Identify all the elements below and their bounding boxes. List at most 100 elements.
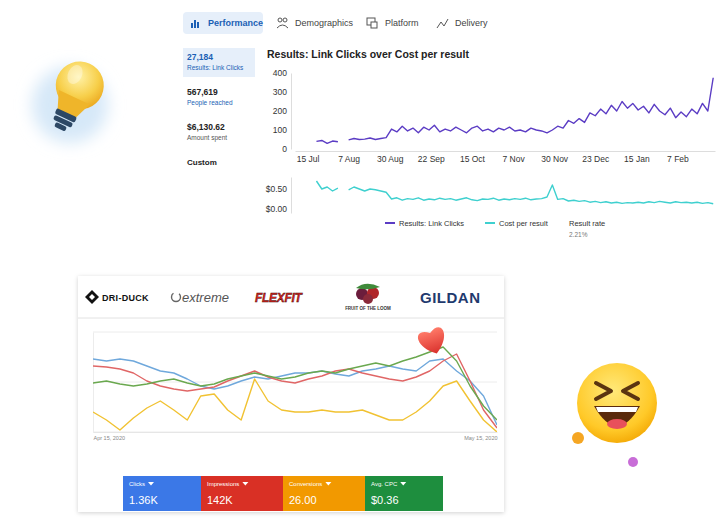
brand-name: FRUIT OF THE LOOM — [345, 306, 391, 311]
bulb — [38, 54, 112, 140]
plot-area — [316, 181, 713, 204]
leaf — [356, 284, 380, 290]
heart-icon — [416, 326, 449, 358]
series-line — [316, 78, 713, 144]
emoji-eye — [623, 383, 638, 399]
legend-swatch — [385, 222, 395, 224]
tick-label: $0.50 — [266, 184, 288, 194]
axis-line — [291, 178, 292, 214]
tick-label: 100 — [273, 125, 287, 135]
laughing-emoji — [577, 363, 657, 443]
tab-icon — [278, 18, 282, 22]
brand-name: GILDAN — [420, 289, 481, 306]
tick: 15 Jul — [297, 151, 320, 164]
kpi-value[interactable]: 26.00 — [289, 494, 317, 506]
bulb-highlight — [64, 62, 85, 86]
series-line — [316, 181, 713, 204]
kpi-value[interactable]: 1.36K — [129, 494, 158, 506]
legend: Results: Link ClicksCost per resultResul… — [385, 219, 605, 238]
axis: 0 100 200 300 400 — [273, 68, 292, 154]
tab-active-bg[interactable] — [183, 12, 263, 34]
custom-button[interactable]: Custom — [187, 158, 217, 167]
tick: 23 Dec — [582, 151, 610, 164]
series-line — [93, 359, 497, 425]
kpi-label[interactable]: Conversions — [289, 481, 322, 487]
decor-dot — [572, 432, 584, 444]
series-line — [93, 379, 497, 432]
tick-label: 30 Aug — [377, 154, 404, 164]
metric-selected-bg[interactable] — [183, 48, 255, 77]
kpi-tile[interactable] — [283, 476, 365, 511]
tick-label: 200 — [273, 106, 287, 116]
kpi-value[interactable]: $0.36 — [371, 494, 399, 506]
kpi-tile[interactable] — [123, 476, 201, 511]
tick: 7 Nov — [502, 151, 525, 164]
kpi-tile[interactable] — [365, 476, 443, 511]
metric-value[interactable]: $6,130.62 — [187, 122, 225, 132]
tab-label[interactable]: Platform — [385, 18, 419, 28]
tick: 7 Feb — [667, 151, 689, 164]
tab-icon — [194, 20, 196, 28]
tabs: Performance Demographics Platform Delivery — [183, 12, 488, 34]
tick: 100 — [273, 125, 291, 135]
tick-label: 7 Aug — [338, 154, 360, 164]
tick-label: Apr 15, 2020 — [94, 435, 126, 441]
annotation: 2.21% — [569, 231, 588, 238]
brand-logo — [356, 284, 380, 304]
tick: 30 Nov — [541, 151, 569, 164]
tick-label: 15 Jul — [297, 154, 320, 164]
dropdown-arrow — [325, 482, 331, 486]
chart-title: Results: Link Clicks over Cost per resul… — [267, 48, 469, 60]
dropdown-arrow — [400, 482, 406, 486]
tick-label: 7 Feb — [667, 154, 689, 164]
metric-value[interactable]: 27,184 — [187, 52, 213, 62]
tick: 15 Jan — [624, 151, 650, 164]
tab-label[interactable]: Demographics — [295, 18, 354, 28]
sidebar: 27,184 Results: Link Clicks 567,619 People … — [183, 48, 255, 167]
kpi-label[interactable]: Clicks — [129, 481, 145, 487]
axis-line — [296, 151, 716, 152]
tick: Apr 15, 2020 — [94, 432, 126, 441]
series-line — [93, 354, 497, 428]
kpi-label[interactable]: Avg. CPC — [371, 481, 398, 487]
legend-label: Cost per result — [499, 219, 549, 228]
metric-value[interactable]: 567,619 — [187, 87, 218, 97]
emoji-face — [577, 363, 657, 443]
tick-label: 15 Jan — [624, 154, 650, 164]
tick-label: 22 Sep — [418, 154, 445, 164]
tick: May 15, 2020 — [464, 432, 497, 441]
metric-label[interactable]: People reached — [187, 99, 233, 107]
tab-icon — [437, 19, 448, 28]
heart — [416, 326, 449, 358]
metric-label[interactable]: Results: Link Clicks — [187, 64, 244, 71]
background — [0, 0, 721, 518]
tick: 7 Aug — [338, 151, 360, 164]
tick-label: 15 Oct — [460, 154, 486, 164]
tick-label: 400 — [273, 68, 287, 78]
tab-label[interactable]: Delivery — [455, 18, 488, 28]
tick: 300 — [273, 87, 291, 97]
page: Performance Demographics Platform Delivery 2… — [0, 0, 721, 518]
emoji-teeth — [596, 407, 638, 412]
legend-swatch — [485, 222, 495, 224]
tick: 0 — [282, 144, 291, 154]
tick-label: $0.00 — [266, 204, 288, 214]
decor-dot — [628, 457, 638, 467]
tick-label: 7 Nov — [502, 154, 525, 164]
kpi-tile[interactable] — [201, 476, 283, 511]
plot-area — [316, 78, 713, 144]
tab-icon — [197, 22, 199, 28]
legend-label: Results: Link Clicks — [399, 219, 464, 228]
panel-bg — [78, 276, 504, 512]
tick: 22 Sep — [418, 151, 445, 164]
brand-name: DRI-DUCK — [102, 293, 149, 303]
axis: 15 Jul 7 Aug 30 Aug 22 Sep 15 Oct 7 Nov 30 Nov… — [296, 151, 716, 164]
performance-chart: Results: Link Clicks over Cost per resul… — [266, 48, 716, 238]
axis-line — [291, 74, 292, 150]
brand-name: extreme — [182, 290, 229, 305]
tab-label[interactable]: Performance — [208, 18, 263, 28]
kpi-value[interactable]: 142K — [207, 494, 233, 506]
metric-label[interactable]: Amount spent — [187, 134, 227, 142]
emoji-eye — [596, 383, 611, 399]
kpi-label[interactable]: Impressions — [207, 481, 239, 487]
